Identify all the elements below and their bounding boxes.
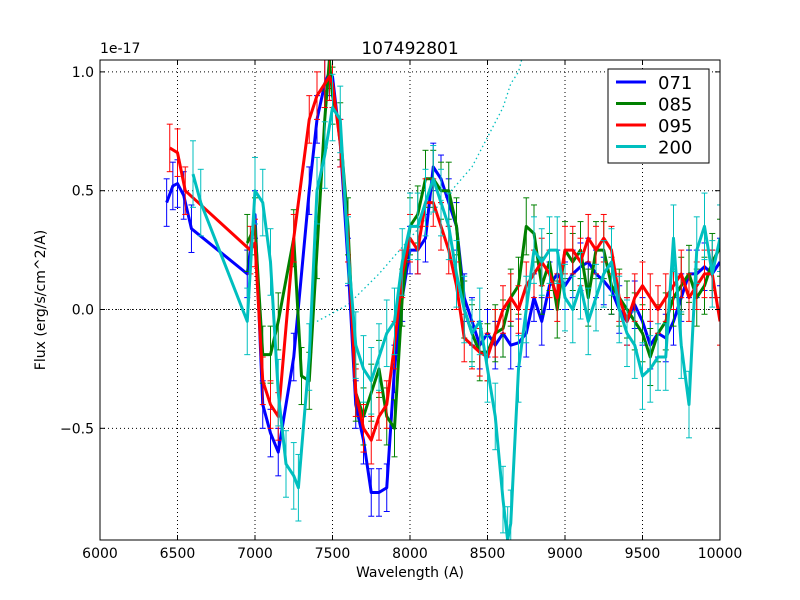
x-tick-label: 6000 [82, 546, 118, 562]
y-tick-label: 1.0 [72, 65, 94, 81]
x-tick-label: 9500 [625, 546, 661, 562]
model-curve [316, 60, 523, 322]
series-line-200 [191, 106, 720, 540]
x-tick-label: 7500 [315, 546, 351, 562]
legend-label-200: 200 [658, 138, 692, 159]
x-tick-label: 7000 [237, 546, 273, 562]
y-tick-label: 0.5 [72, 184, 94, 200]
x-tick-label: 10000 [698, 546, 743, 562]
series-line-095 [168, 75, 720, 442]
chart-title: 107492801 [361, 39, 458, 59]
y-axis-label: Flux (erg/s/cm^2/A) [33, 230, 49, 370]
series-200 [190, 73, 720, 540]
y-tick-label: −0.5 [60, 421, 94, 437]
x-tick-label: 8000 [392, 546, 428, 562]
series-line-071 [165, 70, 720, 494]
x-tick-label: 6500 [160, 546, 196, 562]
legend-label-071: 071 [658, 73, 692, 94]
y-offset-label: 1e-17 [100, 41, 140, 57]
legend-label-085: 085 [658, 95, 692, 116]
y-tick-label: 0.0 [72, 303, 94, 319]
axis-ticks: 6000 6500 7000 7500 8000 8500 9000 9500 10000 −0.… [60, 60, 742, 562]
x-tick-label: 9000 [547, 546, 583, 562]
legend-label-095: 095 [658, 116, 692, 137]
x-tick-label: 8500 [470, 546, 506, 562]
plot-area [100, 60, 720, 540]
x-axis-label: Wavelength (A) [356, 565, 464, 581]
